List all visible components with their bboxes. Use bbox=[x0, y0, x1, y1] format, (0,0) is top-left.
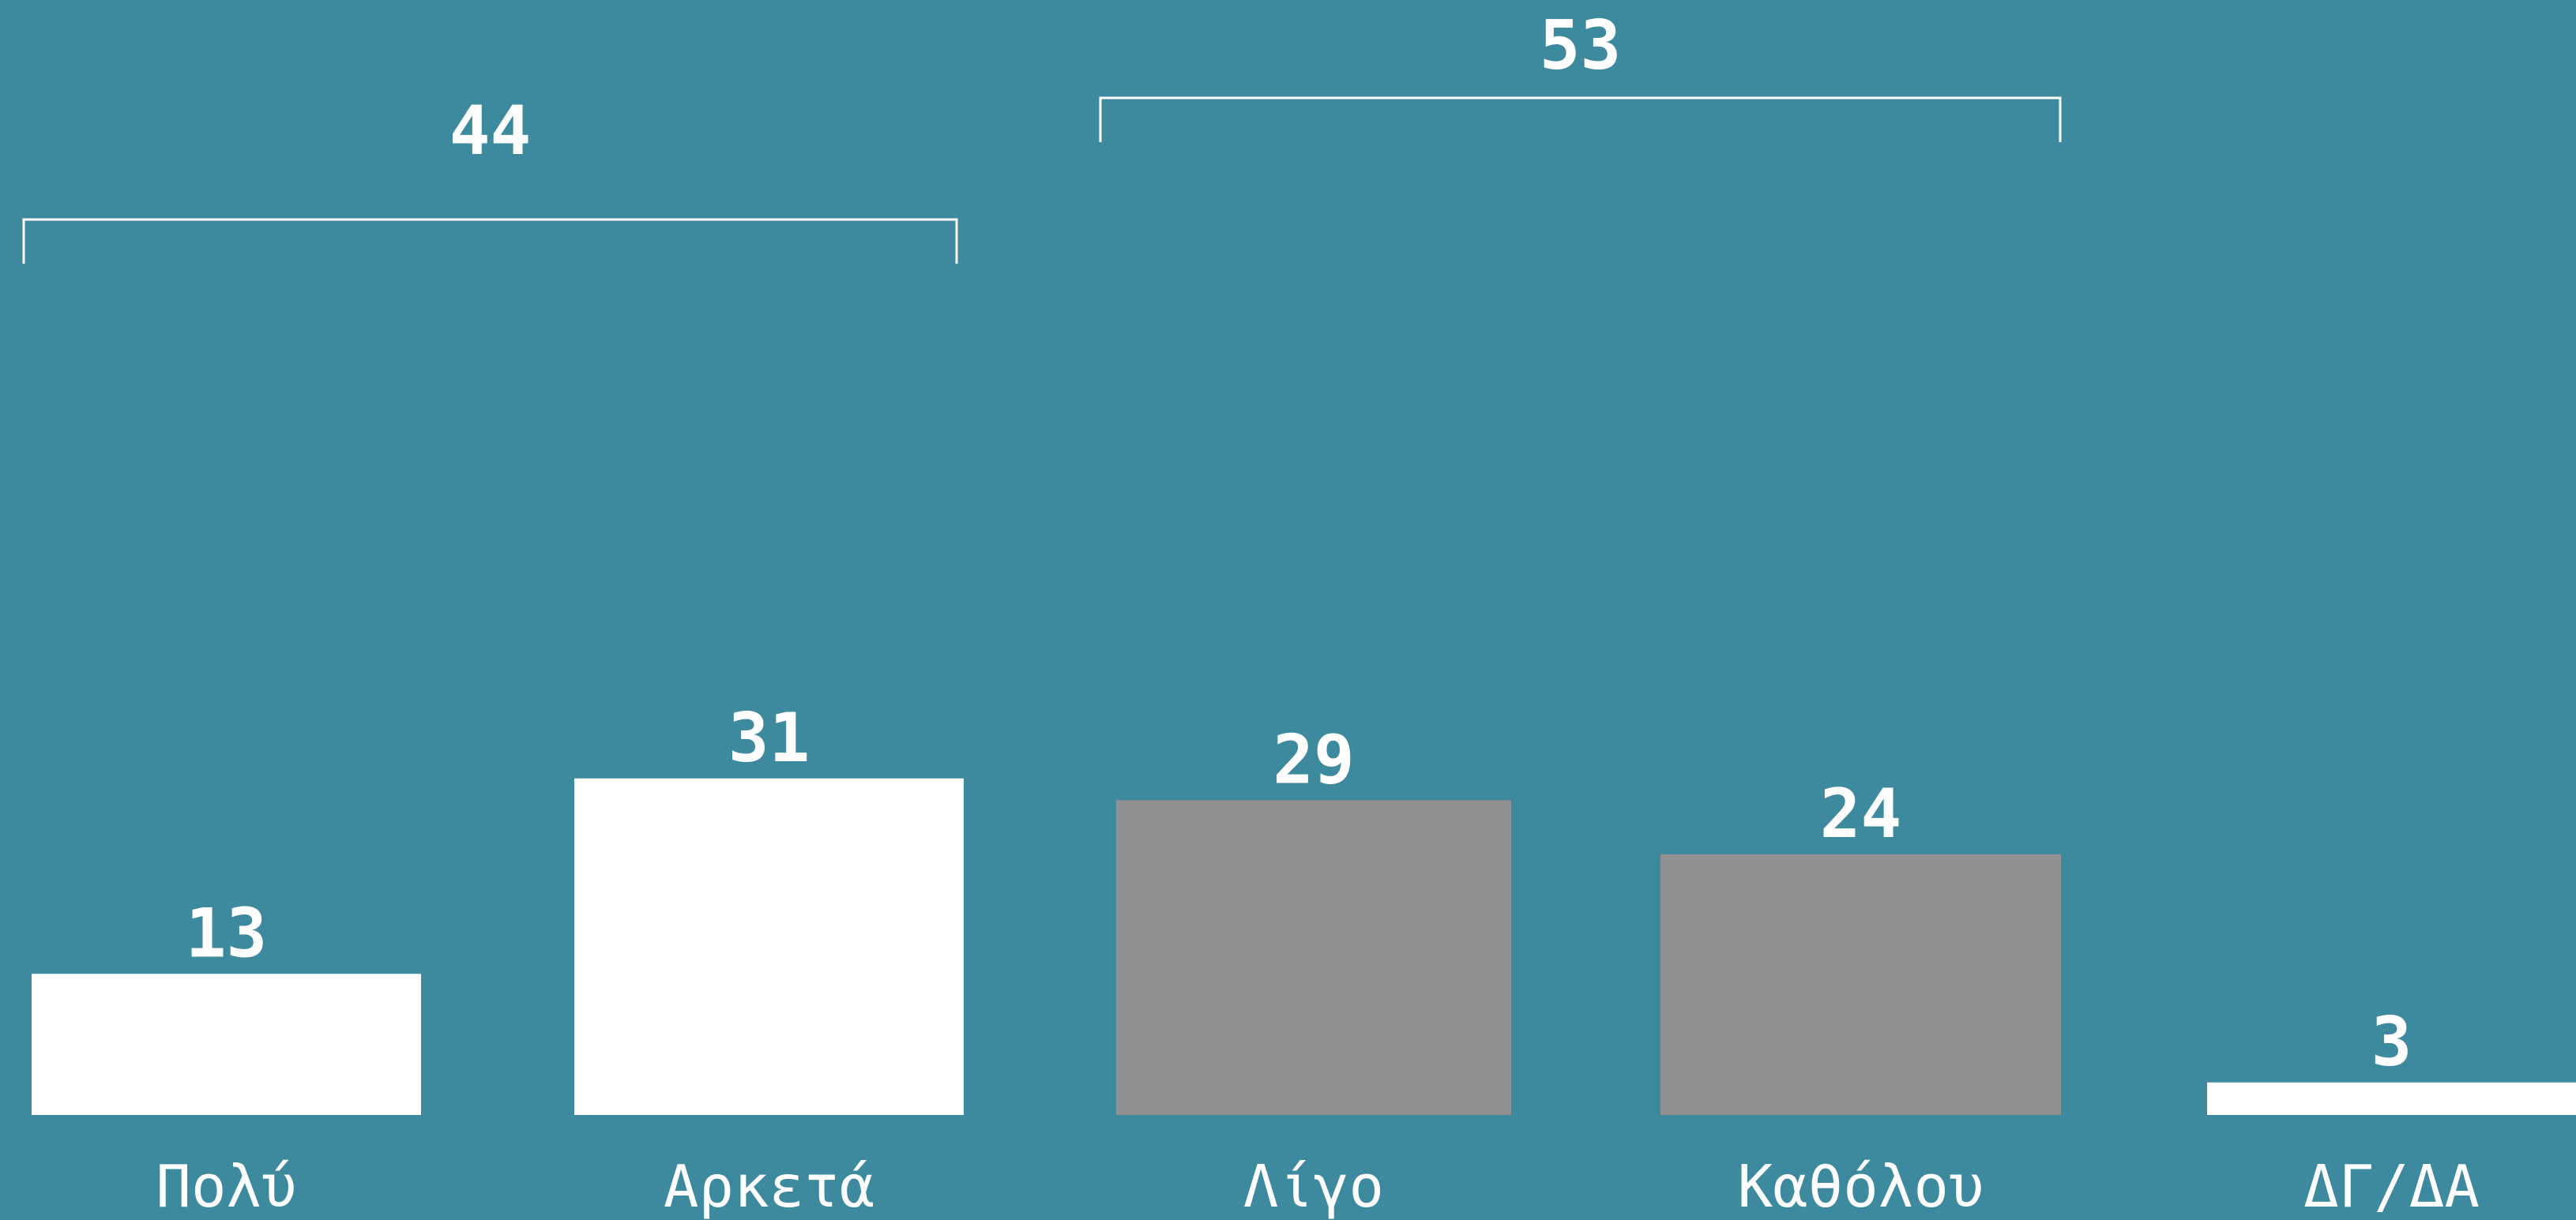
bars bbox=[32, 778, 2576, 1115]
bar-value-label-4: 24 bbox=[1820, 775, 1902, 854]
category-label-1: Πολύ bbox=[156, 1153, 296, 1220]
bar-value-label-1: 13 bbox=[186, 894, 268, 973]
group-total-label-positive: 44 bbox=[449, 92, 532, 171]
bar-value-label-5: 3 bbox=[2371, 1003, 2412, 1082]
bar-5 bbox=[2207, 1082, 2576, 1115]
category-label-3: Λίγο bbox=[1243, 1153, 1384, 1220]
bar-2 bbox=[574, 778, 964, 1115]
group-bracket-negative bbox=[1099, 96, 2062, 142]
group-total-label-negative: 53 bbox=[1540, 6, 1622, 85]
bar-1 bbox=[32, 974, 421, 1115]
bar-4 bbox=[1660, 854, 2061, 1115]
bar-value-label-3: 29 bbox=[1273, 720, 1355, 799]
group-brackets: 44 53 bbox=[22, 6, 2062, 264]
category-label-4: Καθόλου bbox=[1738, 1153, 1984, 1220]
bar-value-label-2: 31 bbox=[728, 699, 810, 778]
bar-3 bbox=[1116, 800, 1511, 1115]
category-labels: Πολύ Αρκετά Λίγο Καθόλου ΔΓ/ΔΑ bbox=[156, 1153, 2479, 1220]
group-bracket-positive bbox=[22, 218, 958, 264]
value-labels: 13 31 29 24 3 bbox=[186, 699, 2412, 1082]
category-label-2: Αρκετά bbox=[664, 1153, 874, 1220]
category-label-5: ΔΓ/ΔΑ bbox=[2303, 1153, 2480, 1220]
